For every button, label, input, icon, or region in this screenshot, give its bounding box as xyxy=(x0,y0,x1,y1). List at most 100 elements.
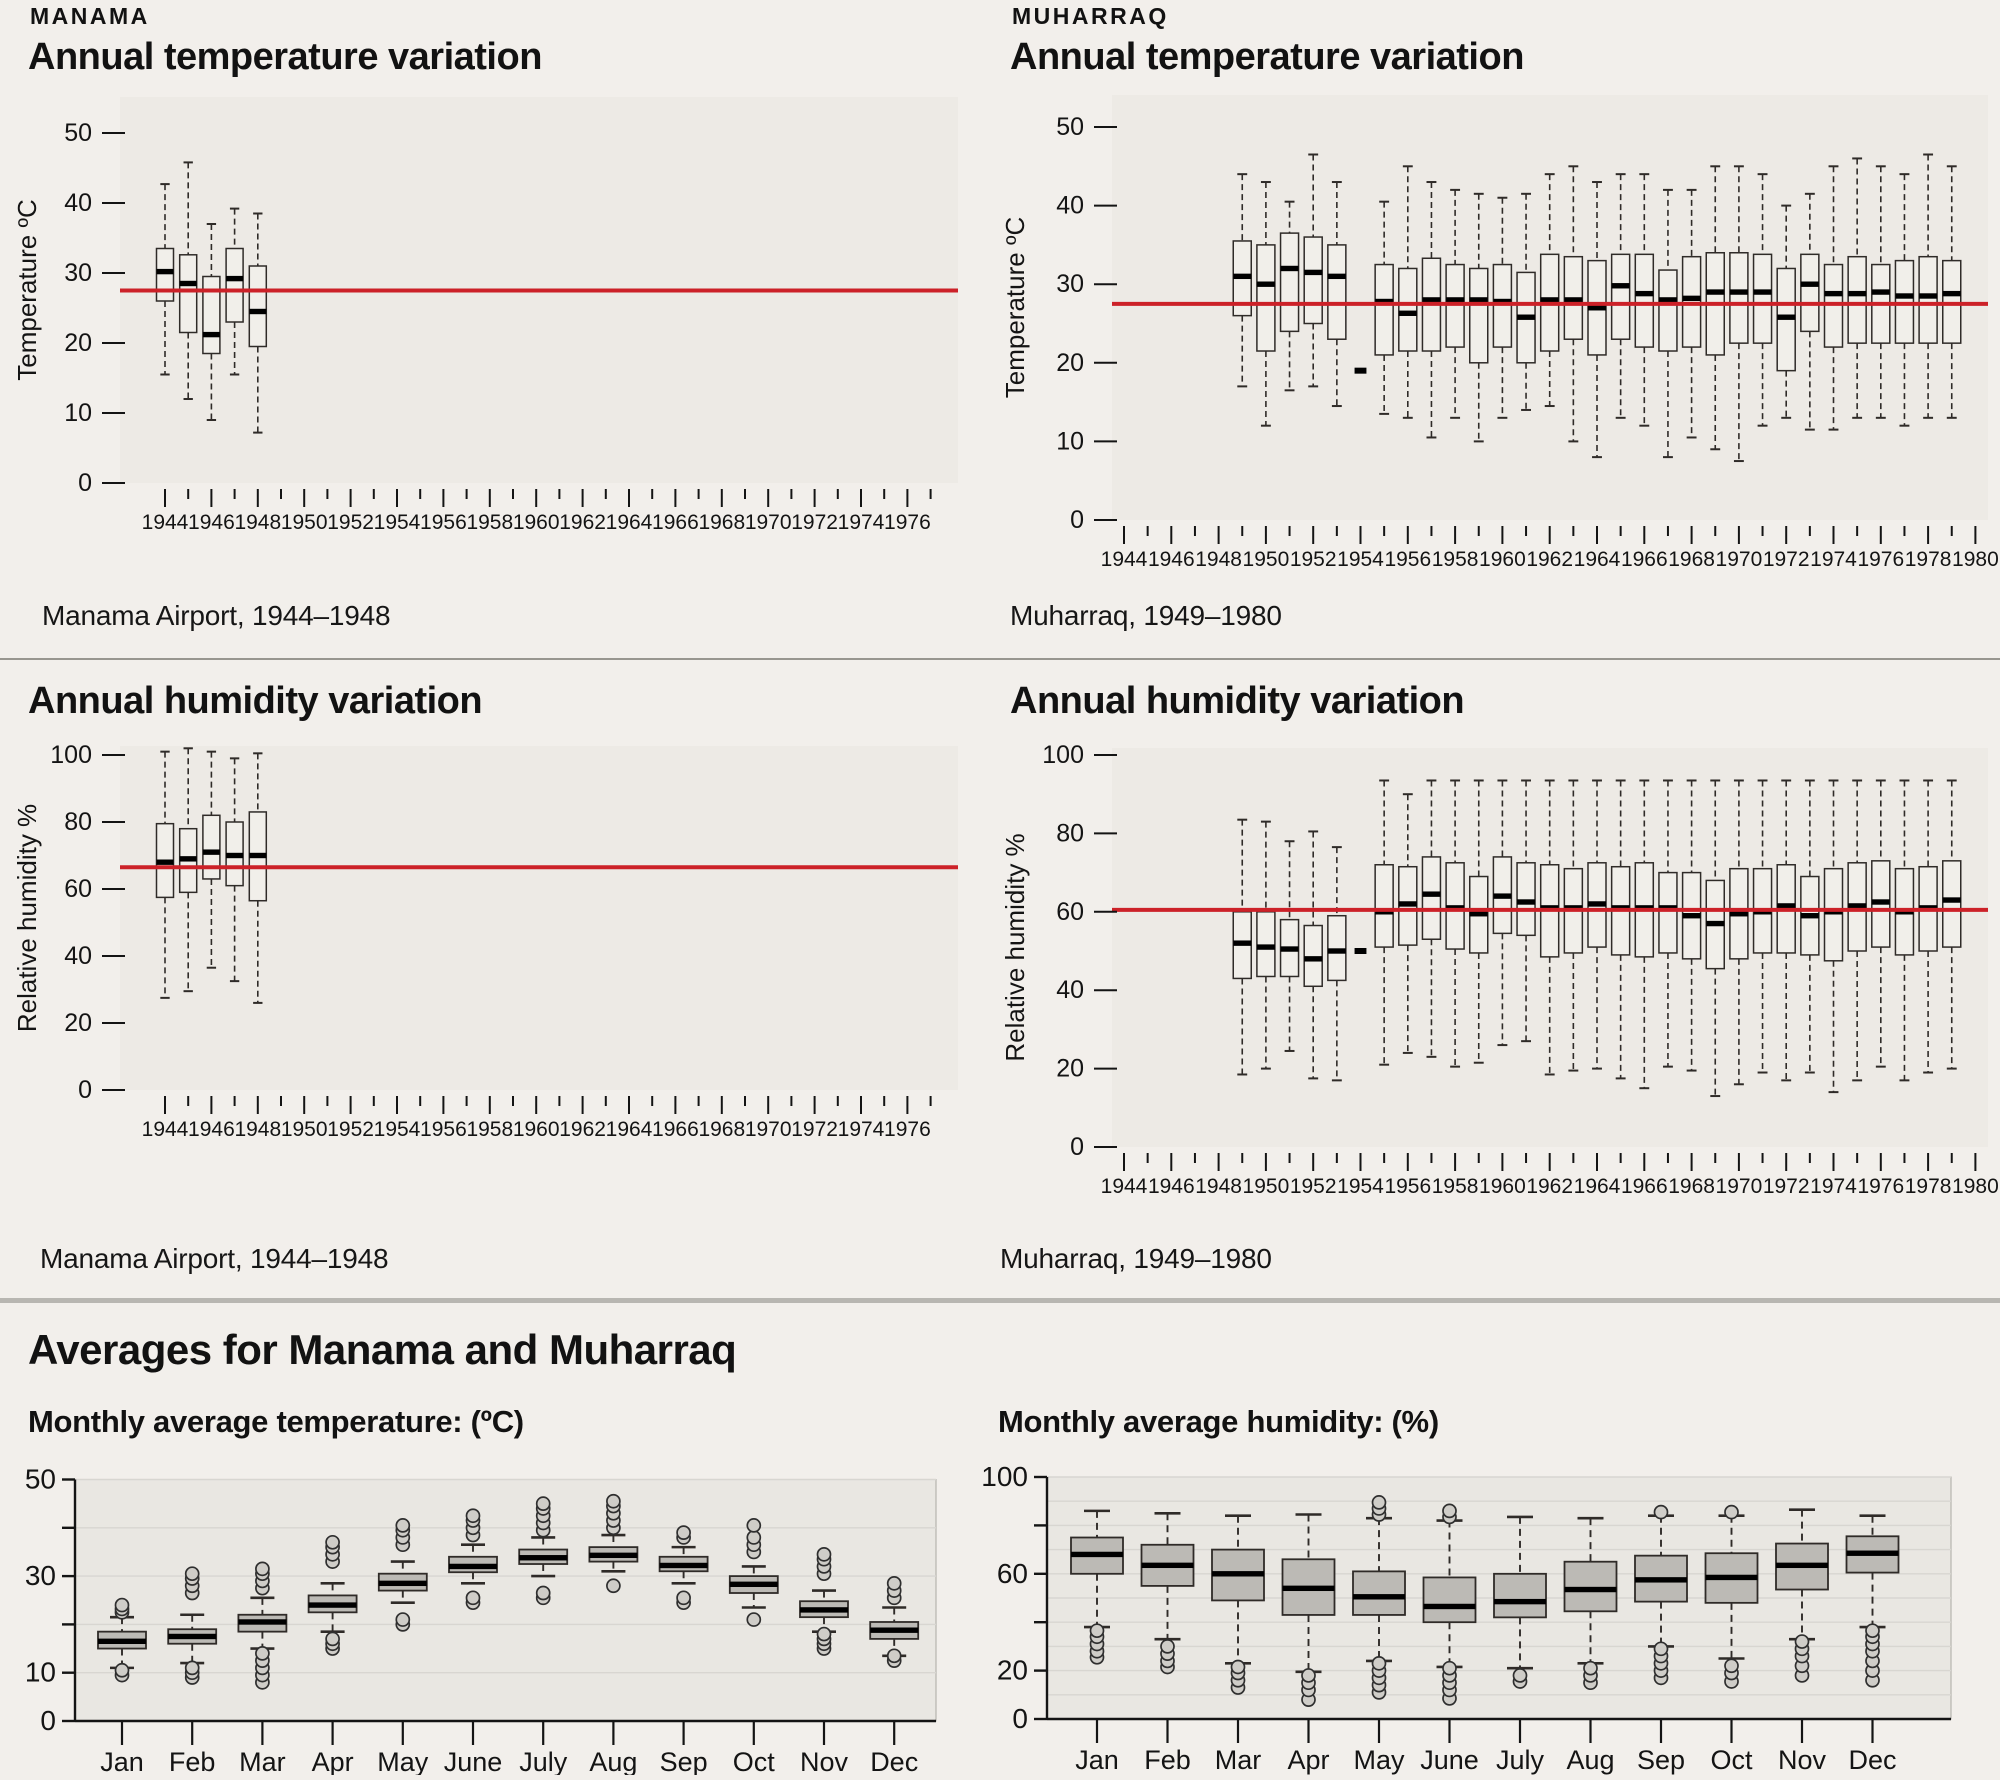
svg-text:1962: 1962 xyxy=(559,1118,606,1141)
svg-text:20: 20 xyxy=(64,329,92,357)
muharraq-temperature-boxplot: 0 10 20 30 40 50 1944 1946 1948 1950 1952 1954 1956 1… xyxy=(998,85,2000,595)
svg-text:1966: 1966 xyxy=(652,1118,699,1141)
svg-text:100: 100 xyxy=(50,741,92,769)
svg-text:1948: 1948 xyxy=(234,1118,281,1141)
svg-text:1952: 1952 xyxy=(327,511,374,534)
svg-text:1948: 1948 xyxy=(1195,1175,1242,1198)
svg-text:1960: 1960 xyxy=(513,1118,560,1141)
svg-text:1962: 1962 xyxy=(1526,1175,1573,1198)
svg-text:1980: 1980 xyxy=(1952,1175,1999,1198)
svg-text:May: May xyxy=(377,1747,429,1775)
svg-text:1978: 1978 xyxy=(1905,548,1952,571)
svg-text:1956: 1956 xyxy=(1384,548,1431,571)
monthly-avg-temperature-boxplot: 0 10 30 50 Jan Feb Mar Apr May June July Aug Sep Oct N… xyxy=(10,1448,978,1780)
svg-text:1978: 1978 xyxy=(1905,1175,1952,1198)
muharraq-humidity-caption: Muharraq, 1949–1980 xyxy=(1000,1243,1272,1274)
svg-text:40: 40 xyxy=(1056,192,1084,220)
svg-text:July: July xyxy=(1496,1745,1545,1775)
svg-text:Mar: Mar xyxy=(239,1747,286,1775)
svg-text:30: 30 xyxy=(64,259,92,287)
svg-text:1962: 1962 xyxy=(1526,548,1573,571)
svg-text:1976: 1976 xyxy=(884,511,931,534)
svg-text:1946: 1946 xyxy=(1148,548,1195,571)
svg-text:1976: 1976 xyxy=(1857,1175,1904,1198)
muharraq-temperature-caption: Muharraq, 1949–1980 xyxy=(1010,600,1282,631)
svg-text:20: 20 xyxy=(1056,349,1084,377)
svg-text:1952: 1952 xyxy=(1290,1175,1337,1198)
svg-text:1952: 1952 xyxy=(1290,548,1337,571)
svg-text:Sep: Sep xyxy=(1637,1745,1685,1775)
city-kicker-muharraq: MUHARRAQ xyxy=(1012,3,1169,29)
svg-text:1964: 1964 xyxy=(1574,1175,1621,1198)
svg-text:60: 60 xyxy=(997,1558,1028,1589)
svg-text:1972: 1972 xyxy=(791,511,838,534)
svg-text:10: 10 xyxy=(1056,427,1084,455)
svg-text:1962: 1962 xyxy=(559,511,606,534)
svg-text:1974: 1974 xyxy=(838,511,885,534)
svg-text:0: 0 xyxy=(78,1076,92,1104)
svg-text:1960: 1960 xyxy=(1479,548,1526,571)
svg-text:30: 30 xyxy=(25,1560,56,1591)
svg-text:1954: 1954 xyxy=(374,511,421,534)
svg-text:1970: 1970 xyxy=(1716,548,1763,571)
svg-text:1958: 1958 xyxy=(1432,1175,1479,1198)
svg-text:June: June xyxy=(1420,1745,1479,1775)
monthly-avg-temperature-title: Monthly average temperature: (ºC) xyxy=(28,1404,524,1439)
svg-text:Dec: Dec xyxy=(1848,1745,1896,1775)
muharraq-humidity-boxplot: 0 20 40 60 80 100 1944 1946 1948 1950 1952 1954 1956… xyxy=(998,738,2000,1253)
svg-text:10: 10 xyxy=(25,1657,56,1688)
svg-text:1958: 1958 xyxy=(466,511,513,534)
svg-text:1944: 1944 xyxy=(1101,1175,1148,1198)
svg-text:Relative humidity %: Relative humidity % xyxy=(1000,833,1030,1061)
muharraq-hum-svg: 0 20 40 60 80 100 1944 1946 1948 1950 1952 1954 1956… xyxy=(1000,741,1999,1198)
svg-text:1974: 1974 xyxy=(1810,1175,1857,1198)
manama-temperature-boxplot: 0 10 20 30 40 50 1944 1946 1948 1950 1952 1954 1956 1… xyxy=(10,85,988,560)
monthly-avg-humidity-boxplot: 0 20 60 100 Jan Feb Mar Apr May June July Aug Sep Oct… xyxy=(981,1448,1995,1780)
svg-text:1970: 1970 xyxy=(745,1118,792,1141)
svg-text:1950: 1950 xyxy=(281,511,328,534)
svg-text:1974: 1974 xyxy=(838,1118,885,1141)
svg-text:100: 100 xyxy=(983,1461,1028,1492)
svg-text:July: July xyxy=(519,1747,568,1775)
manama-humidity-caption: Manama Airport, 1944–1948 xyxy=(40,1243,389,1274)
svg-text:1950: 1950 xyxy=(1243,548,1290,571)
svg-text:1956: 1956 xyxy=(1384,1175,1431,1198)
manama-humidity-title: Annual humidity variation xyxy=(28,680,483,722)
svg-text:1964: 1964 xyxy=(606,511,653,534)
svg-text:20: 20 xyxy=(64,1009,92,1037)
svg-text:1968: 1968 xyxy=(698,1118,745,1141)
svg-text:1970: 1970 xyxy=(1716,1175,1763,1198)
svg-text:May: May xyxy=(1353,1745,1405,1775)
avg-hum-svg: 0 20 60 100 Jan Feb Mar Apr May June July Aug Sep Oct… xyxy=(981,1461,1952,1775)
svg-text:Apr: Apr xyxy=(1287,1745,1329,1775)
svg-text:Aug: Aug xyxy=(1566,1745,1614,1775)
svg-text:1972: 1972 xyxy=(1763,548,1810,571)
svg-text:1944: 1944 xyxy=(142,1118,189,1141)
manama-humidity-boxplot: 0 20 40 60 80 100 1944 1946 1948 1950 1952 1954 1956… xyxy=(10,738,988,1198)
svg-text:40: 40 xyxy=(64,942,92,970)
svg-text:50: 50 xyxy=(25,1464,56,1495)
svg-text:1976: 1976 xyxy=(1857,548,1904,571)
svg-text:1966: 1966 xyxy=(652,511,699,534)
svg-text:1948: 1948 xyxy=(234,511,281,534)
svg-text:1968: 1968 xyxy=(698,511,745,534)
section-divider-thick xyxy=(0,1298,2000,1303)
svg-text:10: 10 xyxy=(64,399,92,427)
svg-text:Oct: Oct xyxy=(1710,1745,1753,1775)
svg-text:1966: 1966 xyxy=(1621,1175,1668,1198)
svg-text:1970: 1970 xyxy=(745,511,792,534)
svg-text:1950: 1950 xyxy=(1243,1175,1290,1198)
svg-text:1944: 1944 xyxy=(142,511,189,534)
svg-text:Nov: Nov xyxy=(1778,1745,1827,1775)
avg-temp-svg: 0 10 30 50 Jan Feb Mar Apr May June July Aug Sep Oct N… xyxy=(25,1464,937,1777)
monthly-avg-humidity-title: Monthly average humidity: (%) xyxy=(998,1404,1439,1439)
svg-text:0: 0 xyxy=(1070,1133,1084,1161)
svg-text:20: 20 xyxy=(997,1655,1028,1686)
svg-text:1954: 1954 xyxy=(1337,1175,1384,1198)
manama-temperature-title: Annual temperature variation xyxy=(28,36,542,78)
svg-text:1950: 1950 xyxy=(281,1118,328,1141)
svg-text:Dec: Dec xyxy=(870,1747,918,1775)
